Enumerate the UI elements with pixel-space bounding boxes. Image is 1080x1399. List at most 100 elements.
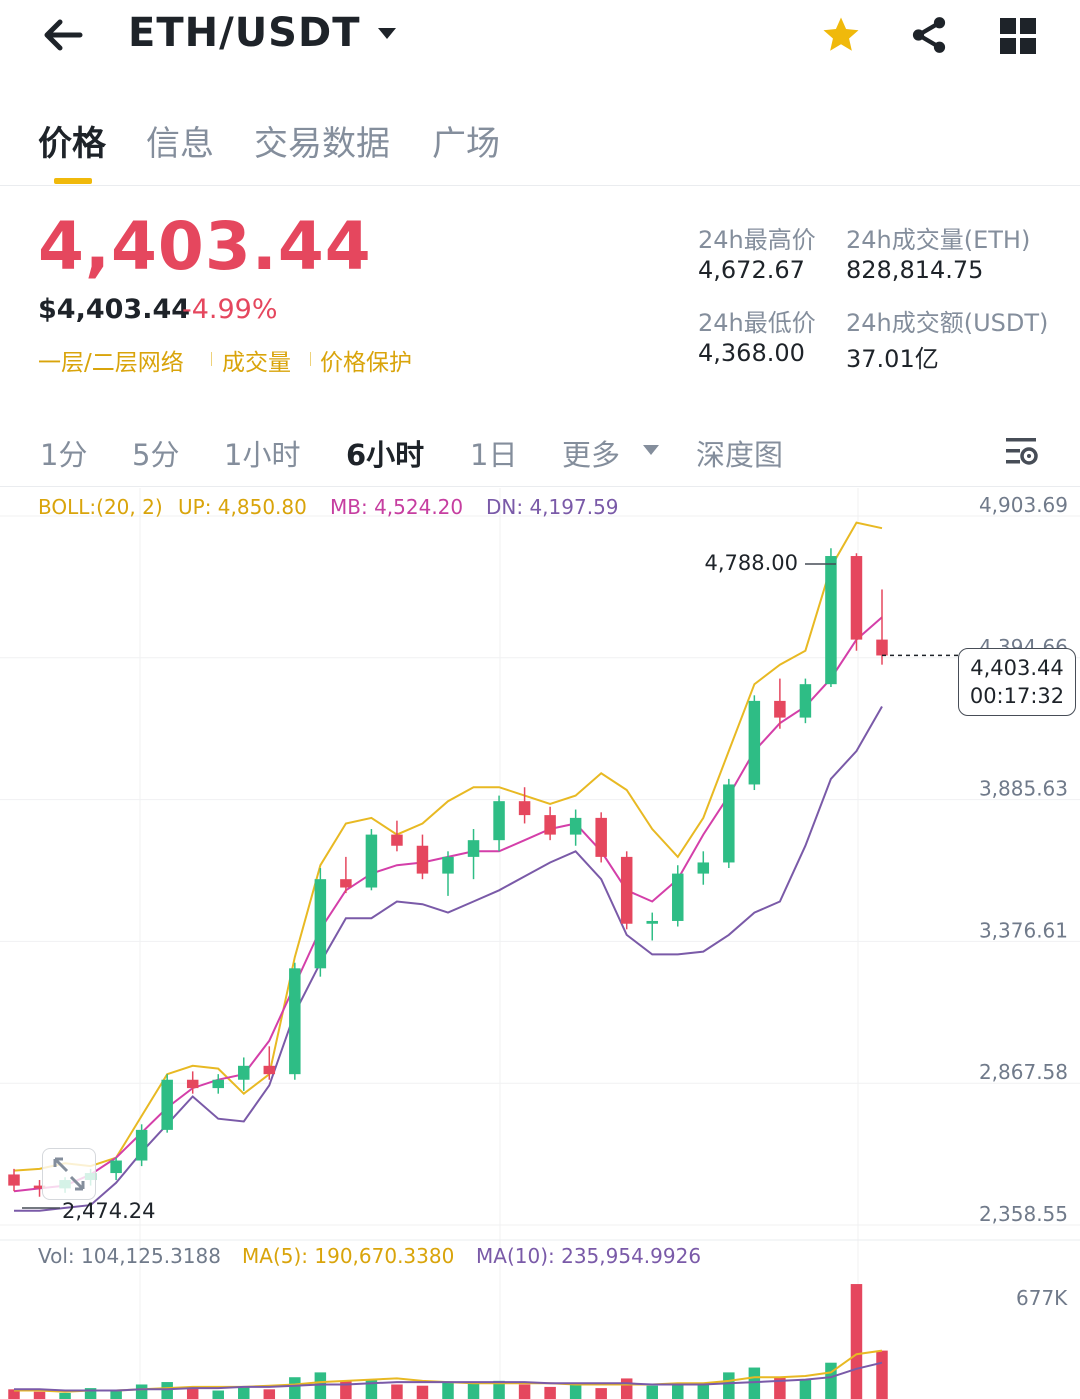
volume-bar bbox=[620, 1378, 633, 1399]
vol-value: Vol: 104,125.3188 bbox=[38, 1244, 221, 1268]
fullscreen-button[interactable] bbox=[42, 1148, 96, 1200]
interval-5m[interactable]: 5分 bbox=[132, 438, 180, 472]
interval-more[interactable]: 更多 bbox=[562, 438, 621, 472]
high-value: 4,672.67 bbox=[698, 256, 805, 284]
volume-bar bbox=[416, 1385, 429, 1399]
share-icon[interactable] bbox=[908, 14, 950, 56]
candle-body bbox=[8, 1174, 20, 1186]
divider bbox=[0, 486, 1080, 487]
candle-body bbox=[518, 801, 531, 816]
candle-body bbox=[110, 1160, 122, 1174]
candle-body bbox=[238, 1065, 250, 1080]
vol-ma5: MA(5): 190,670.3380 bbox=[242, 1244, 455, 1268]
candle-body bbox=[365, 834, 378, 888]
interval-1d[interactable]: 1日 bbox=[470, 438, 518, 472]
tag-volume[interactable]: 成交量 bbox=[222, 350, 291, 376]
volume-bar bbox=[595, 1388, 607, 1399]
volume-ma10-line bbox=[14, 1361, 883, 1392]
turnover-label: 24h成交额(USDT) bbox=[846, 309, 1049, 337]
vol-ma10: MA(10): 235,954.9926 bbox=[476, 1244, 702, 1268]
star-icon[interactable] bbox=[820, 14, 862, 56]
header: ETH/USDT bbox=[0, 0, 1080, 80]
volume-bar bbox=[186, 1388, 199, 1399]
volume-bar bbox=[212, 1390, 224, 1399]
boll-up-line bbox=[13, 521, 883, 1172]
candle-body bbox=[850, 556, 863, 640]
volume-value: 828,814.75 bbox=[846, 256, 984, 284]
candle-body bbox=[186, 1079, 199, 1089]
y-axis-label: 3,376.61 bbox=[979, 918, 1068, 942]
volume-bar bbox=[646, 1385, 658, 1399]
tag-divider bbox=[310, 352, 311, 366]
depth-chart-tab[interactable]: 深度图 bbox=[696, 438, 784, 472]
vol-axis-max: 677K bbox=[1016, 1286, 1068, 1310]
boll-label: BOLL:(20, 2) bbox=[38, 495, 163, 519]
volume-bar bbox=[161, 1382, 173, 1399]
chevron-down-icon[interactable] bbox=[376, 26, 398, 42]
tag-layer-network[interactable]: 一层/二层网络 bbox=[38, 350, 184, 376]
tab-square[interactable]: 广场 bbox=[432, 124, 500, 164]
interval-6h[interactable]: 6小时 bbox=[346, 438, 425, 472]
countdown-label: 00:17:32 bbox=[969, 684, 1065, 708]
candle-body bbox=[672, 873, 684, 921]
volume-label: 24h成交量(ETH) bbox=[846, 226, 1031, 254]
chevron-down-icon[interactable] bbox=[642, 444, 660, 456]
candle-body bbox=[774, 700, 786, 718]
last-price: 4,403.44 bbox=[38, 208, 372, 285]
volume-bar bbox=[135, 1384, 148, 1399]
candle-body bbox=[493, 801, 505, 841]
tab-info[interactable]: 信息 bbox=[146, 124, 214, 164]
volume-bar bbox=[493, 1380, 505, 1399]
volume-bar bbox=[314, 1372, 327, 1399]
y-axis-label: 2,358.55 bbox=[979, 1202, 1068, 1226]
y-axis-label: 2,867.58 bbox=[979, 1060, 1068, 1084]
volume-bar bbox=[238, 1386, 250, 1399]
grid-icon[interactable] bbox=[1000, 18, 1036, 54]
candle-body bbox=[33, 1185, 46, 1189]
boll-mb: MB: 4,524.20 bbox=[330, 495, 464, 519]
candle-body bbox=[135, 1129, 148, 1161]
volume-bar bbox=[467, 1383, 480, 1399]
interval-1m[interactable]: 1分 bbox=[40, 438, 88, 472]
volume-bar bbox=[263, 1389, 276, 1399]
usd-price: $4,403.44 bbox=[38, 294, 191, 325]
tag-price-protection[interactable]: 价格保护 bbox=[320, 350, 412, 376]
candle-body bbox=[289, 968, 301, 1075]
boll-up: UP: 4,850.80 bbox=[178, 495, 307, 519]
divider bbox=[0, 185, 1080, 186]
volume-bar bbox=[723, 1372, 735, 1399]
candle-body bbox=[161, 1079, 173, 1130]
y-axis-label: 3,885.63 bbox=[979, 777, 1068, 801]
low-value: 4,368.00 bbox=[698, 339, 805, 367]
candle-body bbox=[467, 840, 480, 857]
volume-bar bbox=[876, 1350, 888, 1399]
turnover-value: 37.01亿 bbox=[846, 345, 939, 373]
volume-bar bbox=[697, 1384, 710, 1399]
high-label: 24h最高价 bbox=[698, 226, 816, 254]
tab-trading-data[interactable]: 交易数据 bbox=[254, 124, 390, 164]
expand-icon bbox=[53, 1157, 85, 1191]
volume-bar bbox=[569, 1384, 582, 1399]
tab-price[interactable]: 价格 bbox=[38, 124, 106, 164]
candle-body bbox=[263, 1065, 276, 1075]
pair-title[interactable]: ETH/USDT bbox=[128, 10, 361, 56]
candle-body bbox=[212, 1079, 224, 1089]
tag-divider bbox=[211, 352, 212, 366]
interval-1h[interactable]: 1小时 bbox=[224, 438, 301, 472]
y-axis-label: 4,903.69 bbox=[979, 493, 1068, 517]
volume-bar bbox=[850, 1284, 863, 1399]
candle-body bbox=[442, 856, 454, 874]
chart-settings-icon[interactable] bbox=[1004, 434, 1040, 468]
candle-body bbox=[314, 879, 327, 969]
low-marker-label: 2,474.24 bbox=[62, 1199, 156, 1223]
active-tab-indicator bbox=[54, 178, 92, 184]
arrow-left-icon[interactable] bbox=[40, 14, 90, 58]
volume-bar bbox=[799, 1379, 812, 1399]
candle-body bbox=[748, 700, 761, 785]
change-percent: -4.99% bbox=[182, 294, 278, 325]
volume-bar bbox=[289, 1377, 301, 1399]
volume-bar bbox=[748, 1367, 761, 1399]
volume-bar bbox=[8, 1389, 20, 1399]
current-price-box[interactable]: 4,403.44 00:17:32 bbox=[958, 648, 1076, 716]
candle-body bbox=[544, 815, 556, 835]
